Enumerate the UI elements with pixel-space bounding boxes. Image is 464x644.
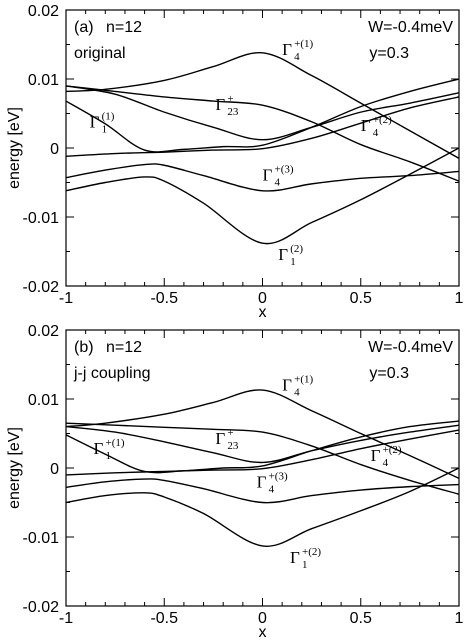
annotation-text: j-j coupling <box>73 365 150 382</box>
symmetry-label-sub: 4 <box>275 176 281 188</box>
annotation-text: n=12 <box>106 19 142 36</box>
series-line-6 <box>66 467 459 547</box>
symmetry-label-sub: 1 <box>290 256 296 268</box>
y-tick-label: 0 <box>50 141 59 158</box>
y-tick-label: 0.02 <box>28 3 59 20</box>
series-line-5 <box>66 478 459 504</box>
symmetry-label-sub: 4 <box>269 483 275 495</box>
y-tick-label: 0.01 <box>28 72 59 89</box>
symmetry-label-main: Γ <box>94 439 104 458</box>
x-tick-label: 0 <box>258 610 267 627</box>
series-line-5 <box>66 163 459 192</box>
symmetry-label-sub: 4 <box>383 457 389 469</box>
symmetry-label: Γ +(3)4 <box>263 163 294 188</box>
symmetry-label: Γ +(1)1 <box>94 437 125 462</box>
symmetry-label: Γ (1)1 <box>90 110 115 135</box>
symmetry-label-main: Γ <box>282 376 292 395</box>
symmetry-label-sup: + <box>227 93 233 105</box>
symmetry-label-main: Γ <box>215 429 225 448</box>
symmetry-label-sub: 4 <box>373 127 379 139</box>
panel-1: -1 -0.5 0 0.5 1 -0.02 -0.01 0 0.01 0.02 x energy [e… <box>6 323 464 641</box>
symmetry-label-sup: +(1) <box>294 38 313 50</box>
y-tick-label: -0.02 <box>23 599 60 616</box>
x-axis-label: x <box>259 304 267 321</box>
series-line-4 <box>66 429 459 476</box>
symmetry-label-sub: 1 <box>102 123 108 135</box>
annotation-text: (a) <box>74 19 94 36</box>
symmetry-label: Γ +(1)4 <box>282 38 313 63</box>
symmetry-label: Γ +(2)4 <box>371 444 402 469</box>
symmetry-label-main: Γ <box>90 112 100 131</box>
symmetry-label-main: Γ <box>257 472 267 491</box>
y-tick-label: -0.01 <box>23 530 60 547</box>
symmetry-label: Γ +(3)4 <box>257 470 288 495</box>
symmetry-label-main: Γ <box>371 446 381 465</box>
series-line-2 <box>66 85 459 141</box>
symmetry-label-sup: +(1) <box>294 374 313 386</box>
symmetry-label-sub: 23 <box>227 440 239 452</box>
symmetry-label-main: Γ <box>263 165 273 184</box>
annotation-text: (b) <box>74 339 94 356</box>
symmetry-label-main: Γ <box>361 116 371 135</box>
y-tick-label: -0.02 <box>23 279 60 296</box>
annotation-text: W=-0.4meV <box>368 19 453 36</box>
x-tick-label: -1 <box>59 290 73 307</box>
symmetry-label: Γ +(2)1 <box>290 546 321 571</box>
x-tick-label: -0.5 <box>150 610 178 627</box>
symmetry-label-sub: 1 <box>302 559 308 571</box>
symmetry-label-main: Γ <box>290 548 300 567</box>
symmetry-label-sub: 4 <box>294 51 300 63</box>
y-axis-label: energy [eV] <box>6 107 23 189</box>
series-line-6 <box>66 147 459 245</box>
y-tick-label: 0.02 <box>28 323 59 340</box>
annotation-text: y=0.3 <box>369 45 409 62</box>
panel-0: -1 -0.5 0 0.5 1 -0.02 -0.01 0 0.01 0.02 x energy [e… <box>6 3 464 321</box>
symmetry-label-sub: 23 <box>227 106 239 118</box>
symmetry-label-sup: +(3) <box>269 470 288 482</box>
symmetry-label: Γ +(2)4 <box>361 114 392 139</box>
series-line-1 <box>66 85 459 182</box>
symmetry-label: Γ +23 <box>215 93 239 118</box>
y-axis-label: energy [eV] <box>6 427 23 509</box>
symmetry-label-sup: +(2) <box>302 546 321 558</box>
symmetry-label-sup: (1) <box>102 110 115 122</box>
symmetry-label: Γ +23 <box>215 427 239 452</box>
x-axis-label: x <box>259 624 267 641</box>
symmetry-label-sup: + <box>227 427 233 439</box>
x-tick-label: -0.5 <box>150 290 178 307</box>
y-tick-label: 0.01 <box>28 392 59 409</box>
symmetry-label-sup: +(1) <box>106 437 125 449</box>
x-tick-label: 1 <box>455 290 464 307</box>
annotation-text: n=12 <box>106 339 142 356</box>
symmetry-label-sup: +(3) <box>275 163 294 175</box>
symmetry-label-main: Γ <box>282 40 292 59</box>
symmetry-label-sup: (2) <box>290 243 303 255</box>
symmetry-label: Γ +(1)4 <box>282 374 313 399</box>
annotation-text: W=-0.4meV <box>368 339 453 356</box>
symmetry-label-sub: 1 <box>106 450 112 462</box>
symmetry-label-sup: +(2) <box>383 444 402 456</box>
series-line-0 <box>66 52 459 159</box>
y-tick-label: 0 <box>50 461 59 478</box>
series-line-2 <box>66 424 459 464</box>
symmetry-label-main: Γ <box>278 245 288 264</box>
annotation-text: original <box>74 45 126 62</box>
x-tick-label: 1 <box>455 610 464 627</box>
x-tick-label: -1 <box>59 610 73 627</box>
annotation-text: y=0.3 <box>369 365 409 382</box>
x-tick-label: 0.5 <box>350 610 372 627</box>
series-line-1 <box>66 422 459 495</box>
symmetry-label-main: Γ <box>215 95 225 114</box>
symmetry-label-sub: 4 <box>294 387 300 399</box>
series-line-0 <box>66 389 459 479</box>
series-line-3 <box>66 78 459 153</box>
y-tick-label: -0.01 <box>23 210 60 227</box>
symmetry-label: Γ (2)1 <box>278 243 303 268</box>
series-line-4 <box>66 96 459 157</box>
x-tick-label: 0 <box>258 290 267 307</box>
symmetry-label-sup: +(2) <box>373 114 392 126</box>
x-tick-label: 0.5 <box>350 290 372 307</box>
series-line-3 <box>66 420 459 474</box>
